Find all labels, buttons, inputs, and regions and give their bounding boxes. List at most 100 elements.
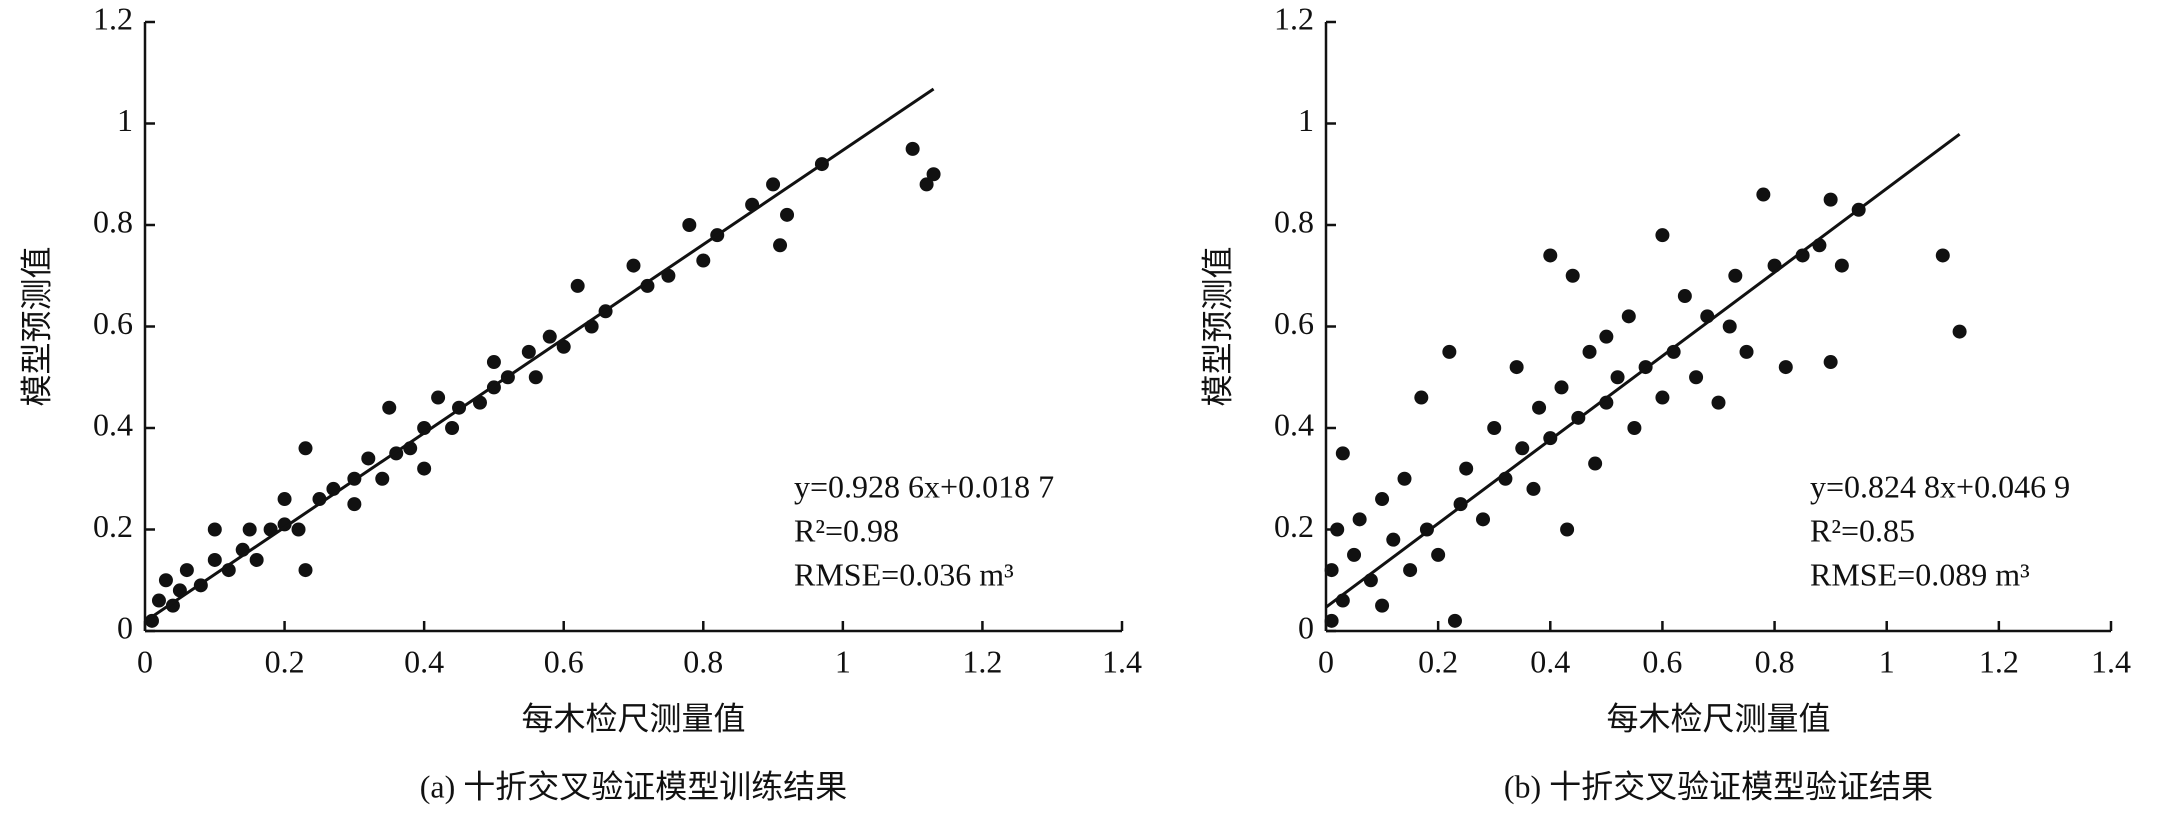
point — [1515, 441, 1530, 456]
point — [207, 522, 222, 537]
point — [1621, 309, 1636, 324]
point — [298, 563, 313, 578]
x-tick-label: 0.6 — [544, 643, 584, 679]
y-tick-label: 0.2 — [93, 508, 133, 544]
fit-line — [144, 87, 935, 623]
point — [905, 141, 920, 156]
point — [696, 253, 711, 268]
caption: (b) 十折交叉验证模型验证结果 — [1504, 768, 1933, 804]
point — [1599, 329, 1614, 344]
x-tick-label: 1.4 — [1102, 643, 1142, 679]
point — [1627, 421, 1642, 435]
annotation: y=0.824 8x+0.046 9 — [1810, 468, 2070, 504]
point — [780, 207, 795, 222]
point — [361, 451, 376, 466]
point — [165, 598, 180, 613]
point — [249, 552, 264, 567]
annotation: RMSE=0.036 m³ — [794, 556, 1014, 592]
point — [1935, 248, 1950, 263]
point — [1728, 268, 1743, 283]
point — [1778, 360, 1793, 375]
point — [151, 593, 166, 608]
y-tick-label: 1 — [1298, 102, 1314, 138]
point — [242, 522, 257, 537]
point — [1532, 400, 1547, 415]
point — [626, 258, 641, 273]
point — [682, 218, 697, 232]
y-tick-label: 0 — [1298, 609, 1314, 645]
point — [1582, 344, 1597, 359]
x-tick-label: 0.8 — [1755, 643, 1795, 679]
x-tick-label: 0.6 — [1642, 643, 1682, 679]
point — [1711, 395, 1726, 410]
point — [661, 268, 676, 283]
point — [291, 522, 306, 537]
annotation: R²=0.85 — [1810, 512, 1915, 548]
point — [1459, 461, 1474, 476]
x-tick-label: 1.2 — [1979, 643, 2019, 679]
point — [542, 329, 557, 344]
point — [1375, 598, 1390, 613]
point — [1335, 446, 1350, 461]
x-tick-label: 0.4 — [404, 643, 444, 679]
x-tick-label: 0.4 — [1530, 643, 1570, 679]
point — [640, 278, 655, 293]
y-tick-label: 0.4 — [1274, 406, 1314, 442]
y-tick-label: 1.2 — [1274, 0, 1314, 36]
point — [1447, 613, 1462, 628]
point — [926, 167, 941, 182]
x-tick-label: 1 — [835, 643, 851, 679]
point — [1324, 613, 1339, 628]
x-tick-label: 0 — [1318, 643, 1334, 679]
point — [1655, 390, 1670, 405]
y-tick-label: 0.4 — [93, 406, 133, 442]
y-tick-label: 0.6 — [1274, 305, 1314, 341]
point — [1330, 522, 1345, 537]
point — [1565, 268, 1580, 283]
point — [556, 339, 571, 354]
point — [144, 613, 159, 628]
point — [1543, 248, 1558, 263]
point — [1403, 563, 1418, 578]
x-tick-label: 0.2 — [265, 643, 305, 679]
y-tick-label: 0.2 — [1274, 508, 1314, 544]
y-tick-label: 1 — [117, 102, 133, 138]
point — [766, 177, 781, 192]
y-tick-label: 0.8 — [1274, 203, 1314, 239]
x-tick-label: 0 — [137, 643, 153, 679]
point — [1526, 481, 1541, 496]
point — [1509, 360, 1524, 375]
point — [347, 497, 362, 512]
point — [298, 441, 313, 456]
point — [1952, 324, 1967, 339]
point — [1324, 563, 1339, 578]
point — [382, 400, 397, 415]
y-tick-label: 0.8 — [93, 203, 133, 239]
point — [277, 492, 292, 507]
point — [1677, 289, 1692, 304]
point — [1689, 370, 1704, 385]
point — [1666, 344, 1681, 359]
point — [431, 390, 446, 405]
point — [1610, 370, 1625, 385]
annotation: R²=0.98 — [794, 512, 899, 548]
point — [1375, 492, 1390, 507]
x-tick-label: 1.2 — [962, 643, 1002, 679]
point — [1756, 187, 1771, 202]
point — [179, 563, 194, 578]
point — [1442, 344, 1457, 359]
x-tick-label: 1 — [1879, 643, 1895, 679]
point — [1414, 390, 1429, 405]
y-tick-label: 1.2 — [93, 0, 133, 36]
y-tick-label: 0 — [117, 609, 133, 645]
point — [486, 355, 501, 370]
point — [417, 461, 432, 476]
x-tick-label: 0.2 — [1418, 643, 1458, 679]
point — [1739, 344, 1754, 359]
point — [1834, 258, 1849, 273]
annotation: y=0.928 6x+0.018 7 — [794, 468, 1054, 504]
y-tick-label: 0.6 — [93, 305, 133, 341]
point — [528, 370, 543, 385]
y-axis-label: 模型预测值 — [18, 246, 54, 406]
x-tick-label: 0.8 — [683, 643, 723, 679]
